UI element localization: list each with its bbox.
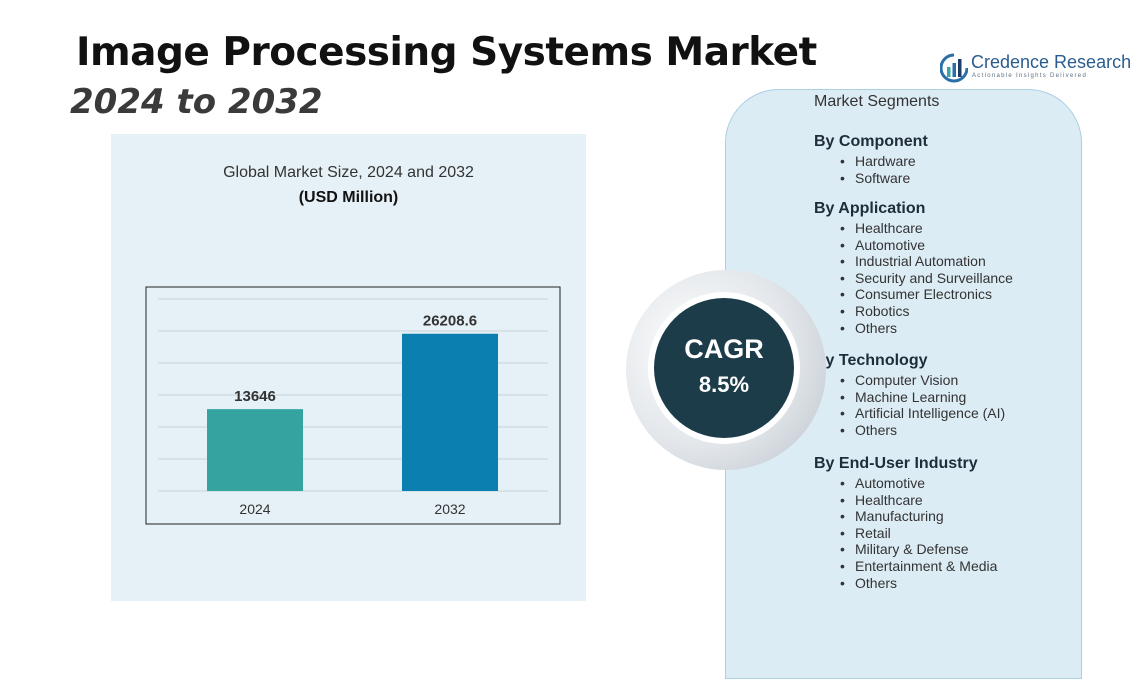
data-label-2024: 13646 bbox=[234, 388, 276, 405]
chart-title: Global Market Size, 2024 and 2032 bbox=[223, 164, 474, 181]
segment-item: Security and Surveillance bbox=[855, 270, 1013, 287]
segment-item: Retail bbox=[855, 525, 997, 542]
segment-list: Hardware Software bbox=[814, 153, 928, 186]
segment-item: Others bbox=[855, 320, 1013, 337]
segment-item: Machine Learning bbox=[855, 389, 1005, 406]
segment-group-application: By Application Healthcare Automotive Ind… bbox=[814, 199, 1013, 336]
segment-group-technology: By Technology Computer Vision Machine Le… bbox=[814, 351, 1005, 438]
cagr-value: 8.5% bbox=[698, 372, 750, 397]
cagr-badge: CAGR 8.5% bbox=[654, 298, 794, 438]
segment-item: Healthcare bbox=[855, 220, 1013, 237]
segment-item: Artificial Intelligence (AI) bbox=[855, 405, 1005, 422]
segment-item: Consumer Electronics bbox=[855, 286, 1013, 303]
credence-logo-icon bbox=[940, 53, 968, 83]
bar-2032 bbox=[402, 333, 498, 491]
segment-item: Software bbox=[855, 170, 928, 187]
segment-group-title: By End-User Industry bbox=[814, 455, 978, 472]
segment-item: Automotive bbox=[855, 475, 997, 492]
segment-item: Manufacturing bbox=[855, 508, 997, 525]
segment-item: Robotics bbox=[855, 303, 1013, 320]
segment-list: Automotive Healthcare Manufacturing Reta… bbox=[814, 475, 997, 591]
x-tick-label-2032: 2032 bbox=[434, 501, 465, 517]
segment-item: Entertainment & Media bbox=[855, 558, 997, 575]
segment-item: Military & Defense bbox=[855, 541, 997, 558]
data-label-2032: 26208.6 bbox=[423, 313, 477, 330]
segment-item: Hardware bbox=[855, 153, 928, 170]
segments-heading: Market Segments bbox=[814, 93, 940, 110]
segment-group-title: By Component bbox=[814, 133, 928, 150]
segment-item: Automotive bbox=[855, 237, 1013, 254]
segment-group-title: By Technology bbox=[814, 352, 928, 369]
page-subtitle: 2024 to 2032 bbox=[70, 82, 323, 122]
chart-unit-label: (USD Million) bbox=[298, 189, 399, 206]
segment-group-title: By Application bbox=[814, 200, 926, 217]
logo-tagline: Actionable Insights Delivered bbox=[972, 73, 1088, 79]
x-tick-label-2024: 2024 bbox=[239, 501, 270, 517]
segment-list: Healthcare Automotive Industrial Automat… bbox=[814, 220, 1013, 336]
segment-group-component: By Component Hardware Software bbox=[814, 132, 928, 186]
brand-logo[interactable]: Credence Research Actionable Insights De… bbox=[940, 52, 1131, 86]
plot-frame bbox=[145, 286, 561, 525]
cagr-label: CAGR bbox=[684, 334, 764, 364]
segment-item: Computer Vision bbox=[855, 372, 1005, 389]
segment-item: Industrial Automation bbox=[855, 253, 1013, 270]
chart-panel: Global Market Size, 2024 and 2032 (USD M… bbox=[111, 134, 586, 601]
segment-list: Computer Vision Machine Learning Artific… bbox=[814, 372, 1005, 438]
segment-item: Others bbox=[855, 422, 1005, 439]
bar-chart: 13646 2024 26208.6 2032 bbox=[145, 286, 561, 525]
bar-2024 bbox=[207, 409, 303, 491]
page-title: Image Processing Systems Market bbox=[76, 30, 817, 75]
logo-name: Credence Research bbox=[971, 52, 1132, 72]
segment-group-end-user: By End-User Industry Automotive Healthca… bbox=[814, 454, 997, 591]
segment-item: Healthcare bbox=[855, 492, 997, 509]
segment-item: Others bbox=[855, 575, 997, 592]
